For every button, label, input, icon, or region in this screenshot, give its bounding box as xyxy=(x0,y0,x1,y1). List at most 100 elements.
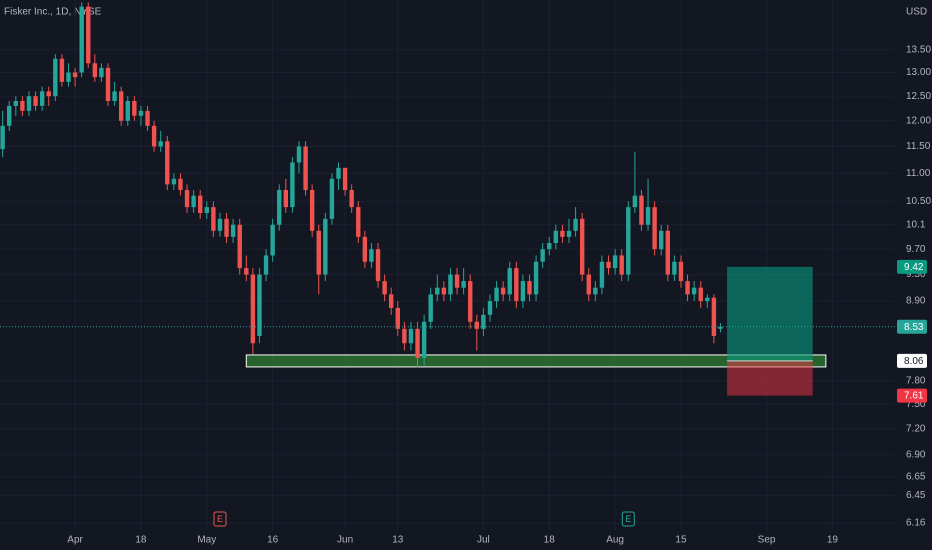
candle-body xyxy=(711,297,717,336)
candle-body xyxy=(533,261,539,295)
candle-body xyxy=(448,274,453,295)
candle-body xyxy=(105,67,111,102)
x-tick-label: May xyxy=(197,535,216,546)
candle-body xyxy=(33,96,38,106)
y-tick-label: 13.50 xyxy=(906,44,931,55)
candle-body xyxy=(474,321,480,329)
stop-price-label: 7.61 xyxy=(904,391,924,402)
candle-body xyxy=(349,189,354,208)
candle-body xyxy=(665,230,670,275)
candle-body xyxy=(86,6,91,64)
candle-body xyxy=(408,328,414,344)
candle-body xyxy=(283,189,289,208)
candle-body xyxy=(7,105,12,126)
candle-body xyxy=(481,314,486,329)
event-label: E xyxy=(625,514,631,524)
candle-body xyxy=(547,242,552,250)
candle-body xyxy=(659,230,664,250)
candle-body xyxy=(500,287,506,295)
candle-body xyxy=(362,236,368,262)
candle-body xyxy=(290,162,295,208)
candle-body xyxy=(92,63,98,78)
candle-body xyxy=(323,218,328,275)
candle-body xyxy=(20,101,25,111)
candle-body xyxy=(270,224,275,256)
position-stop-area xyxy=(727,360,813,396)
x-tick-label: Sep xyxy=(758,535,776,546)
entry-price-label-badge xyxy=(897,353,927,368)
candle-body xyxy=(514,268,519,302)
candle-body xyxy=(678,261,684,282)
candle-body xyxy=(402,328,407,344)
candle-body xyxy=(718,326,723,329)
candle-body xyxy=(494,287,499,302)
y-tick-label: 11.50 xyxy=(906,141,931,152)
candle-body xyxy=(171,178,177,185)
last-price-label: 8.53 xyxy=(904,322,924,333)
x-tick-label: 16 xyxy=(267,535,279,546)
candle-body xyxy=(316,230,321,275)
candle-body xyxy=(224,218,229,237)
x-tick-label: Aug xyxy=(606,535,624,546)
x-tick-label: Apr xyxy=(67,535,83,546)
event-marker xyxy=(213,511,227,527)
y-tick-label: 6.90 xyxy=(906,449,926,460)
y-tick-label: 10.1 xyxy=(906,219,926,230)
candle-body xyxy=(125,101,130,121)
candle-body xyxy=(132,101,137,116)
candle-body xyxy=(329,178,335,219)
candle-body xyxy=(178,178,183,190)
candle-body xyxy=(342,167,348,190)
candle-body xyxy=(435,287,440,295)
candle-body xyxy=(454,274,460,288)
candle-body xyxy=(0,125,5,150)
target-price-label-badge xyxy=(897,259,927,274)
candle-body xyxy=(303,146,308,190)
candle-body xyxy=(198,195,203,213)
candle-body xyxy=(632,195,638,208)
x-tick-label: 15 xyxy=(675,535,687,546)
entry-price-label: 8.06 xyxy=(904,356,924,367)
candle-body xyxy=(145,110,150,126)
candle-body xyxy=(652,207,657,250)
candle-body xyxy=(211,207,216,231)
candle-body xyxy=(421,321,427,358)
stop-price-label-badge xyxy=(897,388,927,403)
candle-body xyxy=(165,141,170,185)
candle-body xyxy=(217,218,223,231)
candle-body xyxy=(151,125,157,147)
candle-body xyxy=(244,268,249,275)
candle-body xyxy=(79,6,84,73)
last-price-label-badge xyxy=(897,319,927,334)
candle-body xyxy=(257,274,262,336)
candle-body xyxy=(560,230,565,237)
target-price-label: 9.42 xyxy=(904,262,924,273)
candle-body xyxy=(237,224,242,269)
candle-body xyxy=(639,195,644,225)
y-tick-label: 12.00 xyxy=(906,115,931,126)
candle-body xyxy=(593,287,598,295)
y-tick-label: 9.30 xyxy=(906,269,926,280)
candle-body xyxy=(277,189,282,225)
candle-body xyxy=(395,307,400,329)
candle-body xyxy=(112,91,117,102)
candle-body xyxy=(461,281,466,288)
candle-body xyxy=(191,195,196,208)
candle-body xyxy=(375,249,381,282)
candle-body xyxy=(99,67,104,78)
y-tick-label: 6.45 xyxy=(906,490,926,501)
support-zone xyxy=(245,354,827,368)
candle-body xyxy=(336,167,341,179)
candle-body xyxy=(672,261,677,275)
candle-body xyxy=(158,141,163,147)
candle-body xyxy=(356,207,361,237)
y-tick-label: 9.70 xyxy=(906,244,926,255)
candle-body xyxy=(468,281,473,322)
candle-body xyxy=(612,255,618,269)
candle-body xyxy=(698,287,703,302)
y-tick-label: 11.00 xyxy=(906,168,931,179)
candle-body xyxy=(204,207,209,213)
candle-body xyxy=(309,189,315,231)
candle-body xyxy=(138,110,144,116)
